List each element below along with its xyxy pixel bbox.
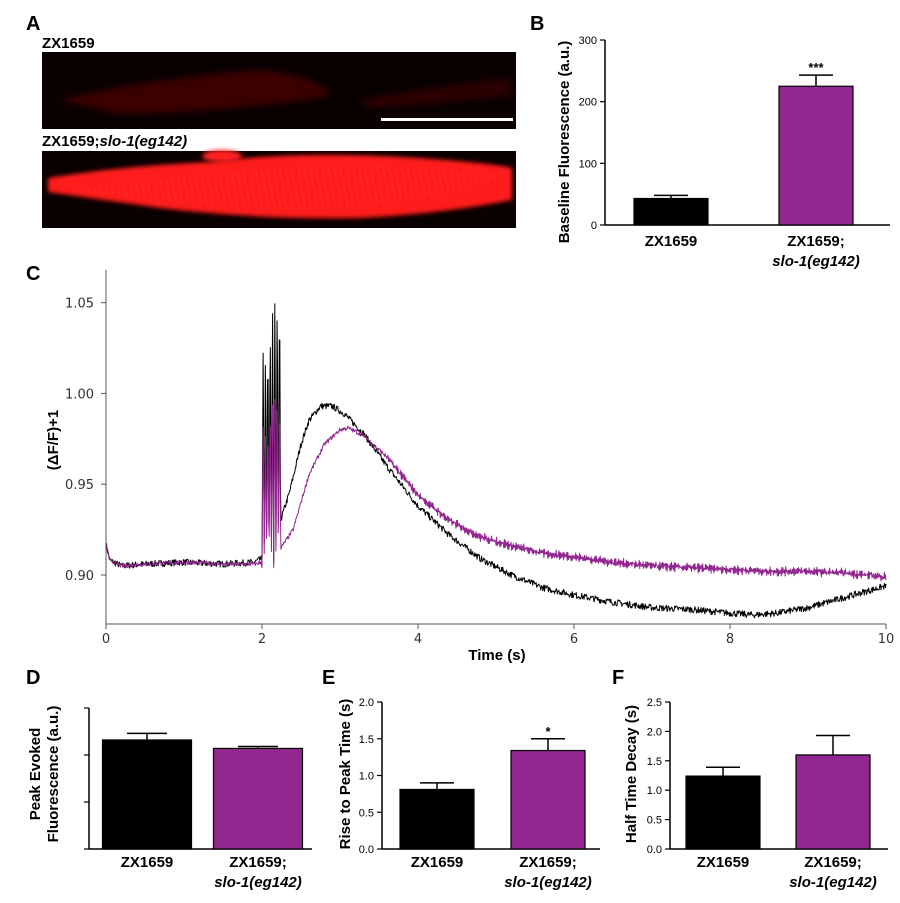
y-tick-label: 0.5 (647, 815, 662, 827)
y-tick-label: 0.5 (359, 807, 374, 819)
micrograph-zx1659 (42, 52, 516, 129)
y-tick-label: 2.5 (647, 697, 662, 709)
panel-e: E Rise to Peak Time (s) 0.00.51.01.52.0 … (322, 667, 600, 891)
bar-zx1659-slo1 (212, 747, 304, 850)
panel-a-bottom-title: ZX1659;slo-1(eg142) (42, 133, 187, 150)
y-tick-label: 2.0 (359, 697, 374, 709)
panel-f-cat2-label-line2: slo-1(eg142) (789, 874, 877, 891)
panel-b-cat2-label-line2: slo-1(eg142) (772, 253, 860, 270)
panel-f: F Half Time Decay (s) 0.0 0.5 1.0 1.5 2.0 2.5… (612, 667, 888, 891)
panel-c-label: C (26, 263, 40, 285)
y-tick-label: 1.00 (65, 387, 94, 402)
y-tick-label: 0.0 (359, 844, 374, 856)
panel-f-label: F (612, 667, 624, 689)
panel-d-ylabel-line2: Fluorescence (a.u.) (45, 706, 62, 843)
y-tick-label: 300 (579, 35, 597, 47)
panel-a-label: A (26, 13, 40, 35)
significance-marker: *** (808, 60, 824, 75)
x-tick-label: 2 (258, 632, 266, 647)
panel-d-label: D (26, 667, 40, 689)
panel-f-cat1-label: ZX1659 (697, 854, 750, 871)
panel-d-bars (101, 732, 304, 850)
panel-d-ylabel-line1: Peak Evoked (27, 728, 44, 821)
panel-c-series (105, 303, 887, 619)
panel-d-cat2-label-line1: ZX1659; (229, 854, 287, 871)
panel-f-bars (685, 734, 871, 850)
panel-c: C (ΔF/F)+1 0 2 4 6 8 10 0.90 0.95 1.00 1.05 Time … (26, 263, 894, 664)
scale-bar (381, 118, 513, 121)
panel-b-ylabel: Baseline Fluorescence (a.u.) (556, 41, 573, 244)
x-tick-label: 10 (878, 632, 895, 647)
panel-e-label: E (322, 667, 335, 689)
panel-f-ylabel: Half Time Decay (s) (623, 705, 640, 843)
panel-c-xlabel: Time (s) (468, 647, 525, 664)
panel-e-cat2-label-line2: slo-1(eg142) (504, 874, 592, 891)
y-tick-label: 1.0 (647, 785, 662, 797)
y-tick-label: 1.5 (359, 734, 374, 746)
y-tick-label: 0.95 (65, 478, 94, 493)
panel-e-bars: * (399, 724, 586, 850)
y-tick-label: 1.05 (65, 297, 94, 312)
panel-a: A ZX1659 ZX1659;slo-1(eg142) (26, 13, 516, 228)
micrograph-zx1659-slo1 (42, 150, 516, 228)
y-tick-label: 1.5 (647, 756, 662, 768)
y-tick-label: 1.0 (359, 771, 374, 783)
bar-zx1659 (399, 788, 475, 850)
bar-zx1659-slo1 (795, 754, 871, 850)
bar-zx1659 (685, 775, 761, 850)
bar-zx1659-slo1 (778, 85, 854, 226)
panel-b: B Baseline Fluorescence (a.u.) 0 100 200 30… (530, 13, 890, 270)
bar-zx1659-slo1 (510, 749, 586, 850)
panel-b-cat1-label: ZX1659 (645, 233, 698, 250)
y-tick-label: 0.0 (647, 844, 662, 856)
panel-b-label: B (530, 13, 544, 35)
y-tick-label: 0.90 (65, 569, 94, 584)
x-tick-label: 6 (570, 632, 578, 647)
y-tick-label: 2.0 (647, 726, 662, 738)
panel-c-ylabel: (ΔF/F)+1 (45, 410, 62, 470)
y-tick-label: 0 (591, 220, 597, 232)
series-line-zx1659 (105, 303, 887, 619)
y-tick-label: 200 (579, 97, 597, 109)
significance-marker: * (545, 724, 551, 739)
bar-zx1659 (633, 197, 709, 226)
bar-zx1659 (101, 739, 193, 850)
panel-e-cat2-label-line1: ZX1659; (519, 854, 577, 871)
panel-e-cat1-label: ZX1659 (411, 854, 464, 871)
x-tick-label: 4 (414, 632, 422, 647)
series-line-zx1659-slo1 (105, 398, 887, 582)
panel-d-cat2-label-line2: slo-1(eg142) (214, 874, 302, 891)
x-tick-label: 0 (102, 632, 110, 647)
panel-b-cat2-label-line1: ZX1659; (787, 233, 845, 250)
panel-d: D Peak Evoked Fluorescence (a.u.) ZX1659… (26, 667, 312, 891)
panel-b-bars: *** (633, 60, 854, 226)
panel-e-ylabel: Rise to Peak Time (s) (337, 699, 354, 850)
panel-d-cat1-label: ZX1659 (121, 854, 174, 871)
panel-f-cat2-label-line1: ZX1659; (804, 854, 862, 871)
panel-a-top-title: ZX1659 (42, 35, 95, 52)
y-tick-label: 100 (579, 158, 597, 170)
x-tick-label: 8 (726, 632, 734, 647)
panel-c-axes: 0 2 4 6 8 10 0.90 0.95 1.00 1.05 (65, 270, 894, 647)
